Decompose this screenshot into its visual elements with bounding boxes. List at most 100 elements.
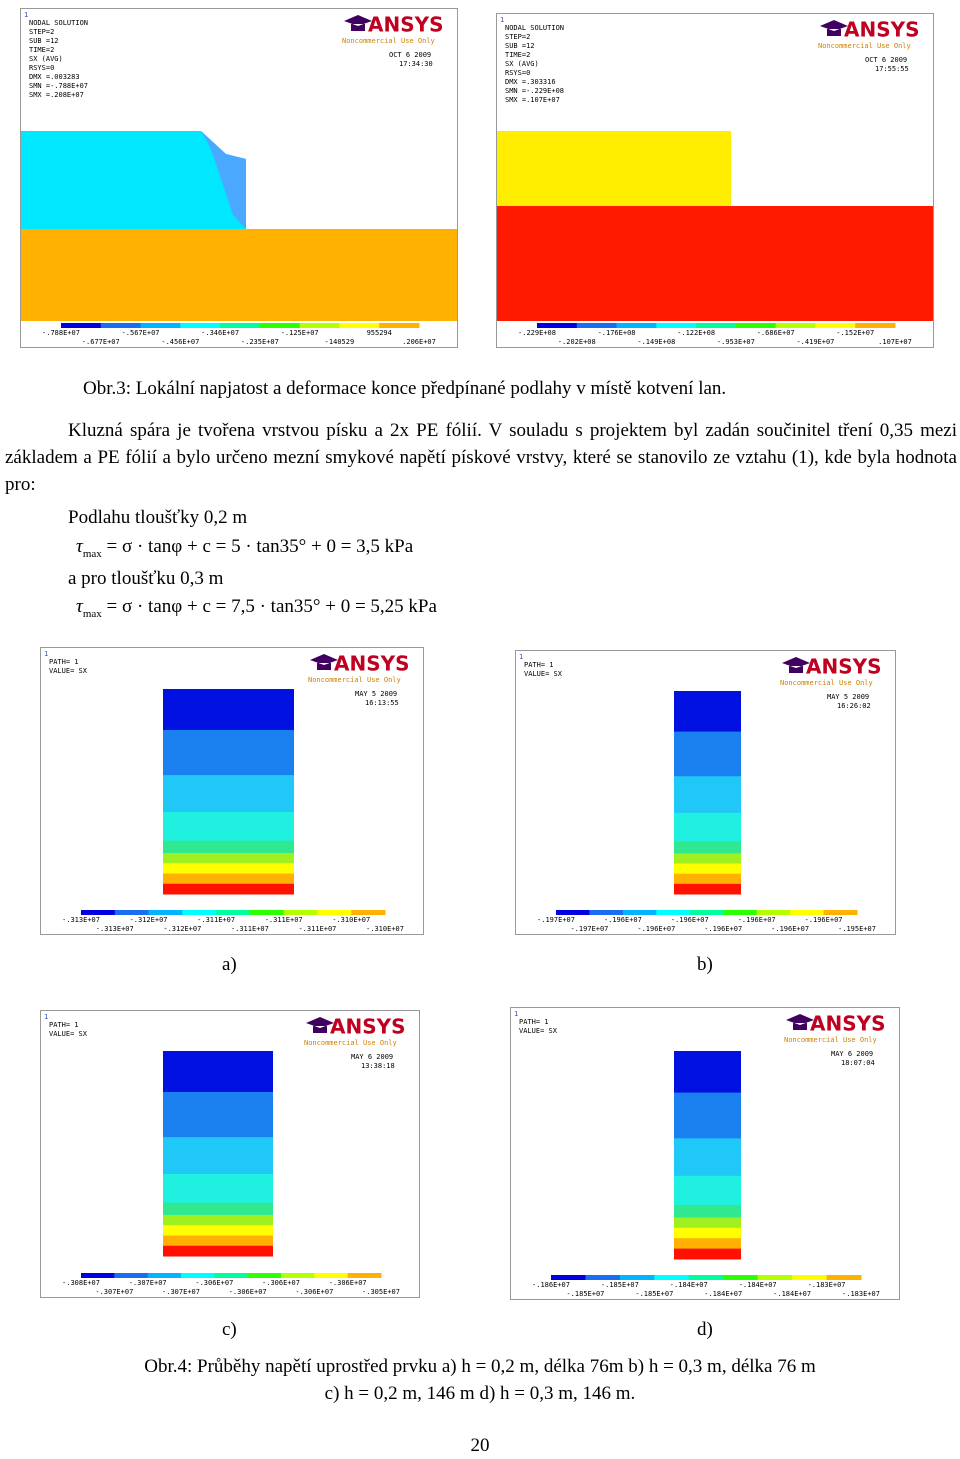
legend-label: .107E+07 xyxy=(878,338,912,346)
contour-band xyxy=(163,1051,273,1093)
legend-label: -.196E+07 xyxy=(738,916,776,924)
contour-band xyxy=(674,1204,741,1218)
contour-band xyxy=(674,863,741,875)
plot-index: 1 xyxy=(500,16,504,24)
legend-label: -.176E+08 xyxy=(598,329,636,337)
legend-swatch xyxy=(723,910,758,915)
legend-swatch xyxy=(214,1273,249,1278)
legend-swatch xyxy=(114,1273,149,1278)
legend-swatch xyxy=(551,1275,586,1280)
legend-label: -.419E+07 xyxy=(796,338,834,346)
contour-band xyxy=(674,731,741,777)
legend-label: -.307E+07 xyxy=(95,1288,133,1296)
legend-label: -.307E+07 xyxy=(162,1288,200,1296)
legend-swatch xyxy=(180,323,221,328)
legend-label: -.196E+07 xyxy=(671,916,709,924)
legend-swatch xyxy=(792,1275,828,1280)
fem-plot: 1 NODAL SOLUTION STEP=2 SUB =12 TIME=2 SX (AV… xyxy=(20,8,458,348)
contour-band xyxy=(674,1138,741,1177)
fem-plot: 1 PATH= 1 VALUE= SX ANSYS Noncommercial Use … xyxy=(515,650,896,935)
subfigure-label: b) xyxy=(697,954,713,975)
logo-hat xyxy=(310,654,338,670)
plot-header-line: TIME=2 xyxy=(29,46,54,54)
contour-band xyxy=(163,840,294,854)
caption: Obr.3: Lokální napjatost a deformace kon… xyxy=(83,378,727,399)
legend-label: -.183E+07 xyxy=(808,1281,846,1289)
legend-swatch xyxy=(81,910,116,915)
legend-label: -.196E+07 xyxy=(771,925,809,933)
equation: τmax = σ · tanφ + c = 7,5 · tan35° + 0 =… xyxy=(76,596,437,620)
legend-label: -.788E+07 xyxy=(42,329,80,337)
legend-swatch xyxy=(249,910,285,915)
plot-header-line: PATH= 1 xyxy=(49,1021,79,1029)
contour-band xyxy=(163,730,294,776)
legend-label: -.306E+07 xyxy=(262,1279,300,1287)
legend-swatch xyxy=(247,1273,282,1278)
legend-swatch xyxy=(723,1275,759,1280)
legend-label: -.197E+07 xyxy=(537,916,575,924)
plot-header-line: SX (AVG) xyxy=(29,55,63,63)
legend-label: -.310E+07 xyxy=(366,925,404,933)
plot-header-line: RSYS=0 xyxy=(29,64,54,72)
legend-label: -.311E+07 xyxy=(265,916,303,924)
logo: ANSYS xyxy=(806,655,882,679)
plot-header-line: PATH= 1 xyxy=(524,661,554,669)
legend-label: -.311E+07 xyxy=(231,925,269,933)
legend-swatch xyxy=(656,323,697,328)
logo-note: Noncommercial Use Only xyxy=(304,1039,397,1047)
contour xyxy=(201,131,246,229)
subscript: max xyxy=(82,607,102,620)
equation-rhs: = σ · tanφ + c = 5 · tan35° + 0 = 3,5 kP… xyxy=(106,536,414,557)
legend-swatch xyxy=(339,323,380,328)
legend-label: -.196E+07 xyxy=(805,916,843,924)
legend-label: -.185E+07 xyxy=(601,1281,639,1289)
page-number: 20 xyxy=(470,1435,490,1456)
legend-label: -.312E+07 xyxy=(130,916,168,924)
legend-swatch xyxy=(61,323,102,328)
caption: Obr.4: Průběhy napětí uprostřed prvku a)… xyxy=(144,1356,816,1377)
legend-swatch xyxy=(100,323,142,328)
legend-swatch xyxy=(259,323,301,328)
legend-swatch xyxy=(823,910,858,915)
legend-swatch xyxy=(775,323,816,328)
legend-swatch xyxy=(576,323,618,328)
contour-band xyxy=(674,841,741,854)
legend-swatch xyxy=(347,1273,382,1278)
plot-time: 17:55:55 xyxy=(875,65,909,73)
fem-plot: 1 PATH= 1 VALUE= SX ANSYS Noncommercial Use … xyxy=(40,1010,420,1298)
legend-swatch xyxy=(585,1275,621,1280)
legend-label: -.196E+07 xyxy=(704,925,742,933)
contour-band xyxy=(163,883,294,895)
legend-label: -.308E+07 xyxy=(62,1279,100,1287)
legend-label: -.346E+07 xyxy=(201,329,239,337)
legend-label: -.677E+07 xyxy=(82,338,120,346)
plot-time: 18:07:04 xyxy=(841,1059,875,1067)
contour-band xyxy=(674,853,741,865)
plot-header-line: PATH= 1 xyxy=(49,658,79,666)
legend-label: -.184E+07 xyxy=(704,1290,742,1298)
legend-swatch xyxy=(317,910,352,915)
logo: ANSYS xyxy=(368,13,444,37)
legend-swatch xyxy=(688,1275,724,1280)
legend-label: -.235E+07 xyxy=(241,338,279,346)
contour-band xyxy=(163,812,294,842)
legend-swatch xyxy=(622,910,657,915)
contour xyxy=(21,131,246,229)
logo-hat xyxy=(782,657,810,673)
plot-header-line: SUB =12 xyxy=(505,42,535,50)
contour-band xyxy=(163,863,294,874)
plot-date: OCT 6 2009 xyxy=(865,56,907,64)
legend-label: -.185E+07 xyxy=(566,1290,604,1298)
contour-band xyxy=(163,1225,273,1236)
caption: c) h = 0,2 m, 146 m d) h = 0,3 m, 146 m. xyxy=(324,1383,636,1404)
legend-label: -.307E+07 xyxy=(129,1279,167,1287)
logo-note: Noncommercial Use Only xyxy=(342,37,435,45)
legend-swatch xyxy=(656,910,691,915)
legend-label: -.686E+07 xyxy=(757,329,795,337)
contour-band xyxy=(163,775,294,813)
legend-label: 955294 xyxy=(367,329,392,337)
plot-header-line: VALUE= SX xyxy=(519,1027,558,1035)
legend-swatch xyxy=(81,1273,115,1278)
equation: τmax = σ · tanφ + c = 5 · tan35° + 0 = 3… xyxy=(76,536,413,560)
